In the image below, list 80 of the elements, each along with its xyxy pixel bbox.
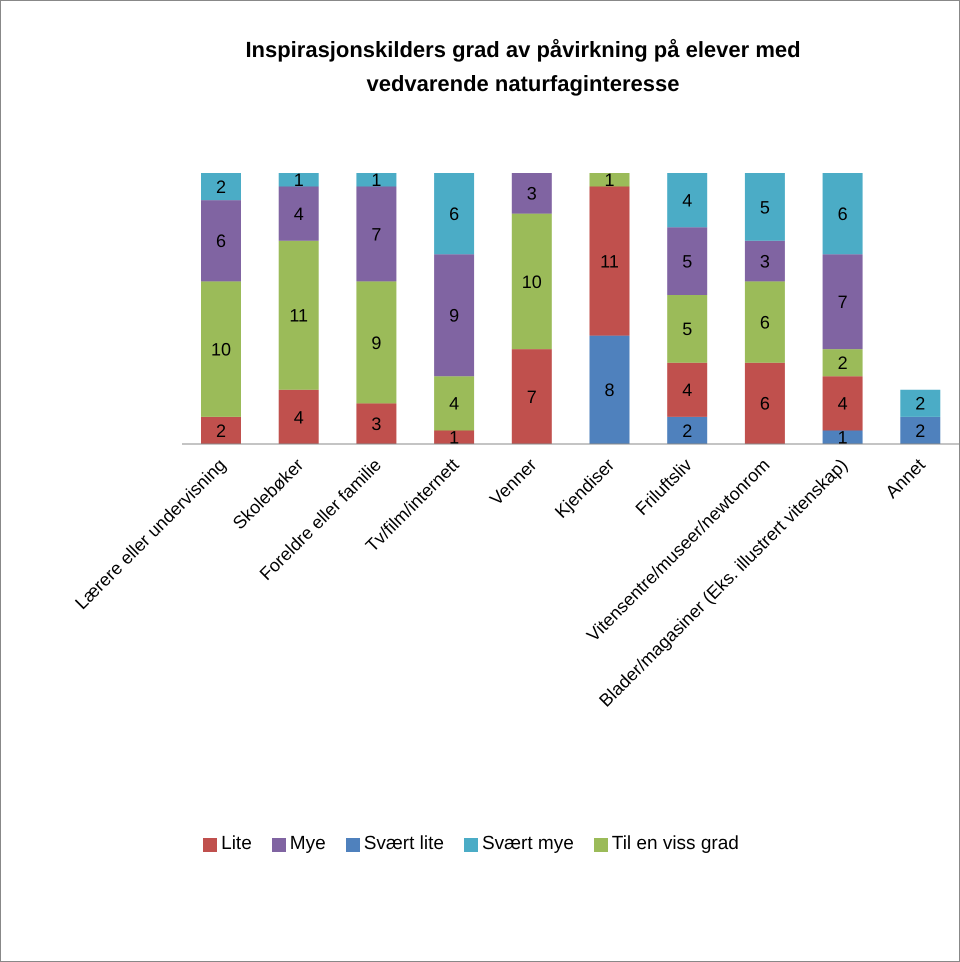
data-label: 11 xyxy=(600,251,619,272)
bar xyxy=(434,376,474,430)
data-label: 2 xyxy=(216,176,226,197)
data-label: 1 xyxy=(371,170,382,190)
bar xyxy=(201,281,241,417)
bar xyxy=(900,390,940,417)
bar xyxy=(822,173,863,254)
bar xyxy=(590,186,630,336)
bar xyxy=(512,173,552,214)
data-label: 6 xyxy=(760,394,770,414)
data-label: 7 xyxy=(838,292,848,312)
bar xyxy=(434,173,474,254)
data-label: 5 xyxy=(682,319,692,340)
data-label: 6 xyxy=(838,204,848,224)
data-label: 9 xyxy=(449,306,460,326)
bar xyxy=(822,349,863,376)
data-label: 4 xyxy=(449,394,460,414)
bar xyxy=(201,173,241,200)
bar xyxy=(278,173,319,187)
data-label: 2 xyxy=(838,353,848,374)
data-label: 3 xyxy=(371,414,382,434)
data-label: 2 xyxy=(216,420,226,441)
legend-label: Til en viss grad xyxy=(612,833,739,854)
bar xyxy=(201,200,241,282)
data-label: 2 xyxy=(915,394,926,414)
bar xyxy=(590,173,630,187)
data-label: 6 xyxy=(216,231,226,252)
bar xyxy=(356,403,396,444)
data-label: 1 xyxy=(838,428,848,448)
data-label: 6 xyxy=(449,204,460,224)
bar xyxy=(667,416,708,444)
bar xyxy=(744,362,785,444)
data-label: 4 xyxy=(838,394,848,414)
bar xyxy=(744,173,785,241)
bar xyxy=(667,227,708,295)
data-label: 3 xyxy=(526,184,537,204)
bar xyxy=(667,294,708,363)
bar xyxy=(278,186,319,241)
bar xyxy=(356,281,396,404)
legend-label: Lite xyxy=(221,833,252,854)
data-label: 8 xyxy=(604,380,615,400)
data-label: 1 xyxy=(294,170,304,190)
data-label: 11 xyxy=(289,306,308,326)
data-label: 2 xyxy=(915,420,926,441)
bar xyxy=(667,173,708,228)
bar xyxy=(278,390,319,444)
data-label: 4 xyxy=(294,204,304,224)
data-label: 3 xyxy=(760,251,770,272)
bar xyxy=(356,173,396,187)
legend-label: Svært lite xyxy=(364,833,444,854)
data-label: 1 xyxy=(449,428,460,448)
data-label: 4 xyxy=(682,380,692,400)
bar xyxy=(201,416,241,444)
bar xyxy=(744,240,785,282)
bar xyxy=(512,349,552,444)
data-label: 4 xyxy=(682,190,692,210)
data-label: 5 xyxy=(760,197,770,218)
data-label: 7 xyxy=(371,224,382,244)
legend-label: Mye xyxy=(290,833,326,854)
data-label: 7 xyxy=(526,386,537,407)
data-label: 6 xyxy=(760,312,770,332)
bar xyxy=(590,336,630,444)
data-label: 4 xyxy=(294,407,304,428)
bar xyxy=(900,416,940,444)
data-label: 5 xyxy=(682,251,692,272)
bar xyxy=(512,214,552,350)
data-label: 2 xyxy=(682,420,692,441)
bar xyxy=(822,376,863,430)
data-label: 9 xyxy=(371,332,382,353)
bar xyxy=(434,254,474,376)
data-label: 1 xyxy=(604,170,615,190)
bar xyxy=(278,240,319,390)
data-label: 10 xyxy=(522,272,542,292)
chart-title: Inspirasjonskilders grad av påvirkning på elever med vedvarende naturfaginteresse xyxy=(244,36,802,98)
bar xyxy=(356,186,396,282)
bar xyxy=(667,362,708,417)
legend-label: Svært mye xyxy=(482,833,574,854)
bar xyxy=(744,281,785,363)
bar xyxy=(822,254,863,350)
data-label: 10 xyxy=(210,340,232,360)
